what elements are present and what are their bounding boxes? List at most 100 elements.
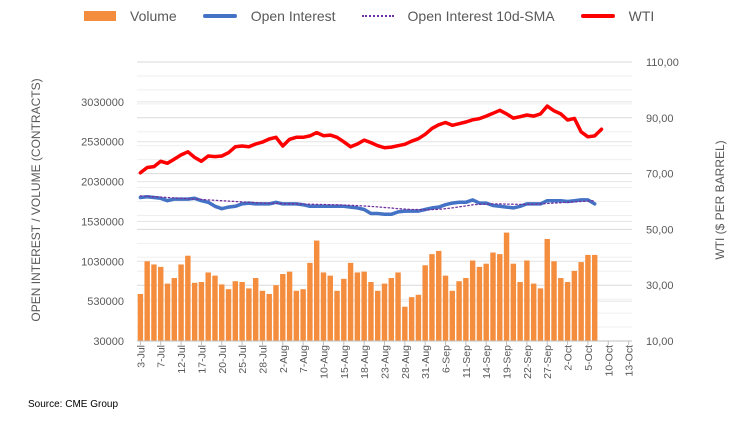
volume-bar — [497, 254, 503, 341]
volume-bar — [551, 261, 557, 341]
volume-bar — [517, 282, 523, 341]
volume-bar — [219, 284, 225, 341]
volume-bar — [151, 264, 157, 341]
volume-bar — [402, 306, 408, 341]
x-tick-label: 2-Oct — [563, 345, 575, 371]
volume-swatch — [84, 11, 116, 21]
legend-item-volume: Volume — [84, 8, 177, 24]
volume-bar — [286, 271, 293, 341]
legend-label-wti: WTI — [628, 8, 655, 24]
volume-bar — [347, 262, 354, 341]
volume-bar — [239, 282, 245, 341]
volume-bar — [469, 260, 476, 341]
volume-bar — [436, 250, 442, 341]
volume-bar — [320, 272, 327, 341]
volume-bar — [381, 283, 388, 341]
volume-bar — [225, 289, 232, 341]
volume-bar — [395, 272, 401, 341]
x-tick-label: 10-Aug — [318, 345, 330, 379]
volume-bar — [578, 262, 584, 341]
volume-bar — [463, 278, 469, 341]
y-left-tick-label: 1530000 — [81, 216, 124, 228]
volume-bar — [388, 278, 394, 341]
volume-bar — [530, 283, 537, 341]
legend-label-sma: Open Interest 10d-SMA — [407, 8, 555, 24]
open-interest-line — [138, 194, 597, 217]
volume-bar — [307, 262, 313, 341]
volume-bar — [490, 252, 496, 341]
y-right-tick-label: 50,00 — [646, 224, 674, 236]
legend-label-open-interest: Open Interest — [250, 8, 336, 24]
x-tick-label: 11-Sep — [461, 345, 473, 378]
x-tick-label: 7-Jul — [156, 345, 168, 368]
x-tick-label: 28-Jul — [257, 345, 269, 374]
volume-bar — [510, 263, 517, 341]
x-tick-label: 20-Jul — [217, 345, 229, 374]
y-right-tick-label: 30,00 — [646, 280, 674, 292]
volume-bar — [334, 290, 340, 341]
y-left-tick-label: 2530000 — [81, 137, 124, 149]
x-tick-label: 25-Jul — [237, 345, 249, 374]
volume-bar — [164, 283, 171, 341]
volume-bar — [171, 278, 178, 341]
volume-bar — [483, 263, 489, 341]
source-note: Source: CME Group — [28, 399, 119, 410]
x-tick-label: 31-Aug — [420, 345, 432, 379]
x-tick-label: 18-Aug — [359, 345, 371, 379]
volume-bar — [252, 278, 259, 341]
volume-bar — [408, 297, 415, 341]
x-tick-label: 27-Sep — [542, 345, 554, 379]
y-left-tick-label: 30000 — [93, 336, 124, 348]
x-tick-label: 15-Aug — [339, 345, 351, 379]
volume-bar — [585, 254, 591, 341]
open-interest-swatch — [202, 14, 237, 18]
x-tick-label: 17-Jul — [196, 345, 208, 374]
x-tick-label: 12-Jul — [176, 345, 188, 374]
volume-bar — [564, 282, 571, 341]
volume-bar — [266, 293, 272, 341]
volume-bar — [185, 255, 191, 341]
volume-bar — [327, 275, 333, 341]
x-tick-label: 6-Sep — [441, 345, 453, 373]
volume-bar — [341, 278, 347, 341]
volume-bar — [158, 266, 164, 341]
volume-bar — [503, 232, 510, 341]
y-left-tick-label: 2030000 — [81, 177, 124, 189]
volume-bar — [205, 272, 211, 341]
volume-bar — [537, 288, 544, 341]
y-right-axis-title: WTI ($ PER BARREL) — [713, 140, 727, 259]
volume-bar — [558, 278, 564, 341]
volume-bar — [449, 290, 456, 341]
volume-bar — [368, 282, 374, 341]
volume-bar — [137, 293, 144, 341]
x-tick-label: 3-Jul — [135, 345, 147, 368]
sma-swatch — [361, 15, 394, 17]
volume-bar — [544, 238, 550, 341]
x-tick-label: 22-Sep — [522, 345, 534, 379]
legend-item-sma: Open Interest 10d-SMA — [361, 8, 555, 24]
open-interest-sma-line — [139, 195, 596, 211]
volume-bar — [571, 270, 578, 341]
y-left-tick-label: 3030000 — [81, 97, 124, 109]
volume-bar — [300, 289, 306, 341]
wti-swatch — [580, 14, 615, 18]
volume-bar — [524, 260, 530, 341]
volume-bar — [178, 264, 184, 341]
volume-bar — [375, 290, 381, 341]
volume-bar — [212, 275, 218, 341]
x-tick-label: 28-Aug — [400, 345, 412, 379]
volume-bar — [456, 281, 462, 341]
volume-bar — [442, 275, 449, 341]
volume-bar — [273, 285, 279, 341]
volume-bar — [259, 290, 266, 341]
volume-bar — [198, 282, 205, 341]
volume-bar — [429, 254, 435, 341]
x-tick-label: 7-Aug — [298, 345, 310, 373]
y-right-tick-label: 90,00 — [646, 113, 674, 125]
y-right-tick-label: 110,00 — [646, 57, 679, 69]
volume-bar — [354, 272, 361, 341]
legend-item-open-interest: Open Interest — [202, 8, 336, 24]
volume-bar — [144, 261, 150, 341]
legend-label-volume: Volume — [130, 8, 177, 24]
